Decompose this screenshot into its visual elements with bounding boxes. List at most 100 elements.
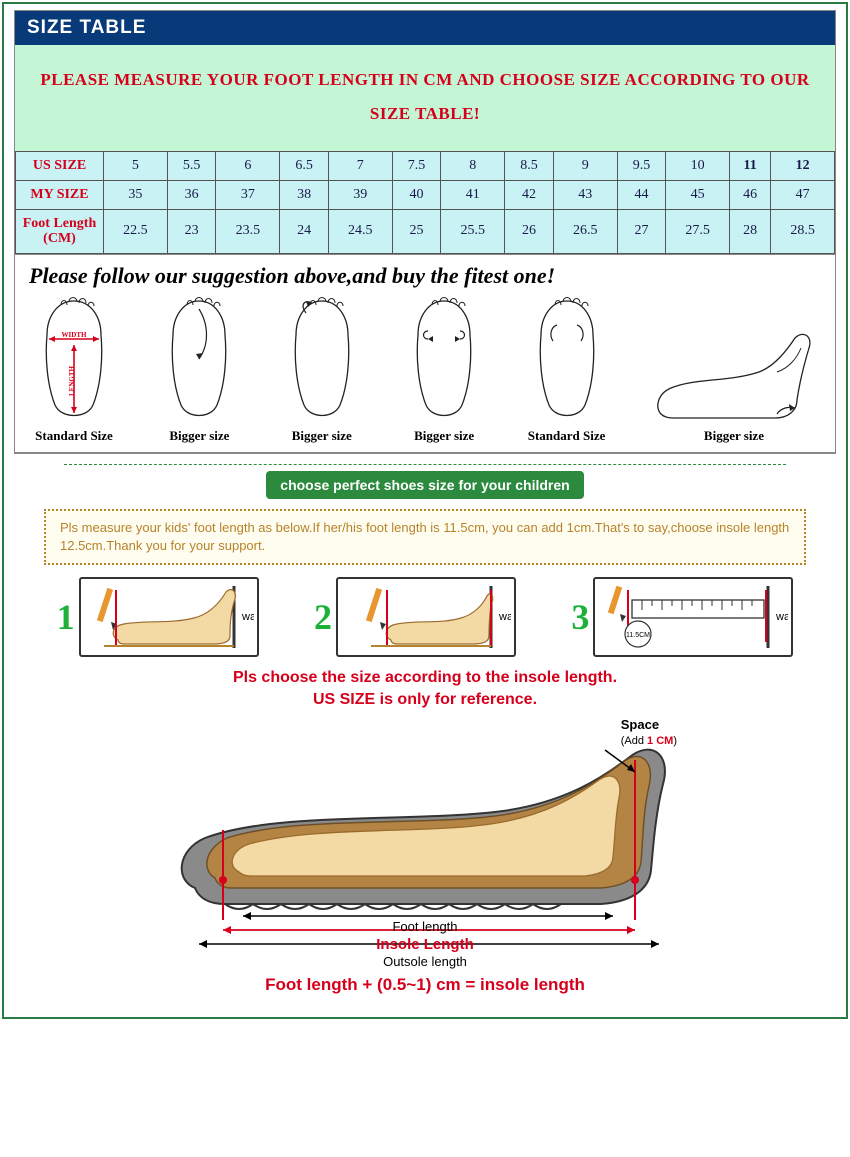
cell: 25.5: [441, 210, 505, 254]
step-number: 1: [57, 596, 75, 638]
foot-label: Bigger size: [292, 429, 352, 444]
cell: 36: [167, 181, 216, 210]
cell: 25: [392, 210, 441, 254]
size-table: US SIZE 5 5.5 6 6.5 7 7.5 8 8.5 9 9.5 10…: [15, 151, 835, 254]
cell: 5.5: [167, 152, 216, 181]
red-line-1: Pls choose the size according to the ins…: [24, 667, 826, 689]
wall-label: wall: [498, 611, 511, 623]
step3-icon: wall: [598, 582, 788, 652]
foot-label: Bigger size: [414, 429, 474, 444]
cell: 11: [730, 152, 771, 181]
wall-label: wall: [241, 611, 254, 623]
side-foot-label: Bigger size: [704, 428, 764, 444]
green-rule: [64, 464, 786, 465]
size-table-title: SIZE TABLE: [15, 11, 835, 45]
cell: 6.5: [280, 152, 329, 181]
cell: 23.5: [216, 210, 280, 254]
cell: 41: [441, 181, 505, 210]
row-header-my: MY SIZE: [16, 181, 104, 210]
top-panel: SIZE TABLE PLEASE MEASURE YOUR FOOT LENG…: [14, 10, 836, 453]
cell: 9: [553, 152, 617, 181]
red-instructions: Pls choose the size according to the ins…: [24, 667, 826, 710]
step-1: 1 wall: [57, 577, 259, 657]
cell: 9.5: [617, 152, 666, 181]
foot-label: Standard Size: [528, 429, 606, 444]
outer-frame: SIZE TABLE PLEASE MEASURE YOUR FOOT LENG…: [2, 2, 848, 1019]
foot-outline-icon: [527, 295, 607, 425]
cell: 7.5: [392, 152, 441, 181]
cell: 24: [280, 210, 329, 254]
cell: 42: [505, 181, 554, 210]
cell: 8.5: [505, 152, 554, 181]
bottom-panel: choose perfect shoes size for your child…: [14, 453, 836, 1009]
shoe-cross-section-icon: [165, 720, 685, 950]
cell: 38: [280, 181, 329, 210]
cell: 26: [505, 210, 554, 254]
cell: 27.5: [666, 210, 730, 254]
cell: 35: [104, 181, 168, 210]
width-label: WIDTH: [62, 331, 87, 339]
cell: 12: [771, 152, 835, 181]
foot-outline-icon: [282, 295, 362, 425]
foot-outline-icon: WIDTH LENGTH: [31, 295, 117, 425]
red-line-2: US SIZE is only for reference.: [24, 689, 826, 711]
green-tag-wrap: choose perfect shoes size for your child…: [24, 471, 826, 499]
cell: 46: [730, 181, 771, 210]
foot-outline-icon: [404, 295, 484, 425]
outsole-length-label: Outsole length: [165, 954, 685, 970]
space-label: Space (Add 1 CM): [621, 718, 677, 747]
measurement-note: Pls measure your kids' foot length as be…: [44, 509, 806, 565]
space-text: Space: [621, 717, 659, 732]
cell: 28: [730, 210, 771, 254]
foot-diagram-3: Bigger size: [282, 295, 362, 444]
cell: 6: [216, 152, 280, 181]
step-box: wall: [336, 577, 516, 657]
cell: 45: [666, 181, 730, 210]
cell: 26.5: [553, 210, 617, 254]
cell: 47: [771, 181, 835, 210]
cell: 8: [441, 152, 505, 181]
steps-row: 1 wall: [34, 577, 816, 657]
step-number: 3: [571, 596, 589, 638]
green-tag: choose perfect shoes size for your child…: [266, 471, 583, 499]
step-3: 3 wall: [571, 577, 793, 657]
table-row: US SIZE 5 5.5 6 6.5 7 7.5 8 8.5 9 9.5 10…: [16, 152, 835, 181]
table-row: MY SIZE 35 36 37 38 39 40 41 42 43 44 45…: [16, 181, 835, 210]
row-header-foot: Foot Length (CM): [16, 210, 104, 254]
length-label: LENGTH: [68, 365, 76, 396]
step-box: wall: [593, 577, 793, 657]
cell: 39: [328, 181, 392, 210]
foot-diagram-5: Standard Size: [527, 295, 607, 444]
cell: 40: [392, 181, 441, 210]
cell: 7: [328, 152, 392, 181]
cell: 24.5: [328, 210, 392, 254]
step-box: wall: [79, 577, 259, 657]
step-number: 2: [314, 596, 332, 638]
measure-text: 11.5CM: [626, 632, 650, 639]
step2-icon: wall: [341, 582, 511, 652]
cell: 27: [617, 210, 666, 254]
shoe-diagram: Space (Add 1 CM): [165, 720, 685, 970]
feet-diagram-row: WIDTH LENGTH Standard Size Bigger siz: [15, 291, 835, 452]
side-foot-diagram: Bigger size: [649, 328, 819, 444]
foot-label: Standard Size: [35, 429, 113, 444]
step1-icon: wall: [84, 582, 254, 652]
cell: 28.5: [771, 210, 835, 254]
cell: 37: [216, 181, 280, 210]
cell: 23: [167, 210, 216, 254]
formula-line: Foot length + (0.5~1) cm = insole length: [24, 975, 826, 995]
instruction-band: PLEASE MEASURE YOUR FOOT LENGTH IN CM AN…: [15, 45, 835, 151]
cell: 44: [617, 181, 666, 210]
foot-diagram-2: Bigger size: [159, 295, 239, 444]
side-foot-icon: [649, 328, 819, 428]
cell: 10: [666, 152, 730, 181]
table-row: Foot Length (CM) 22.5 23 23.5 24 24.5 25…: [16, 210, 835, 254]
step-2: 2 wall: [314, 577, 516, 657]
cell: 43: [553, 181, 617, 210]
foot-outline-icon: [159, 295, 239, 425]
foot-diagram-1: WIDTH LENGTH Standard Size: [31, 295, 117, 444]
suggestion-line: Please follow our suggestion above,and b…: [15, 254, 835, 291]
wall-label: wall: [775, 611, 788, 623]
foot-label: Bigger size: [169, 429, 229, 444]
cell: 5: [104, 152, 168, 181]
